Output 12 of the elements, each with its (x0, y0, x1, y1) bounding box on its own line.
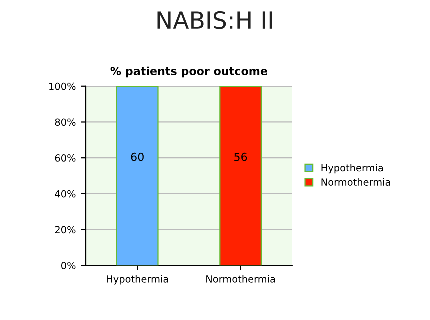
y-tick-label: 60% (55, 154, 76, 162)
y-tick-label: 40% (55, 190, 76, 198)
y-tick-label: 100% (50, 82, 76, 90)
y-tick-label: 0% (61, 262, 76, 270)
chart-subtitle: NABIS:H II (158, 11, 272, 30)
legend-label: Hypothermia (322, 164, 384, 174)
annotation: 60 (131, 152, 144, 162)
y-tick-label: 20% (55, 226, 76, 234)
y-tick-label: 80% (55, 118, 76, 126)
legend-label: Normothermia (322, 178, 390, 186)
chart-title: % patients poor outcome (110, 66, 268, 78)
annotation: 56 (234, 152, 248, 162)
